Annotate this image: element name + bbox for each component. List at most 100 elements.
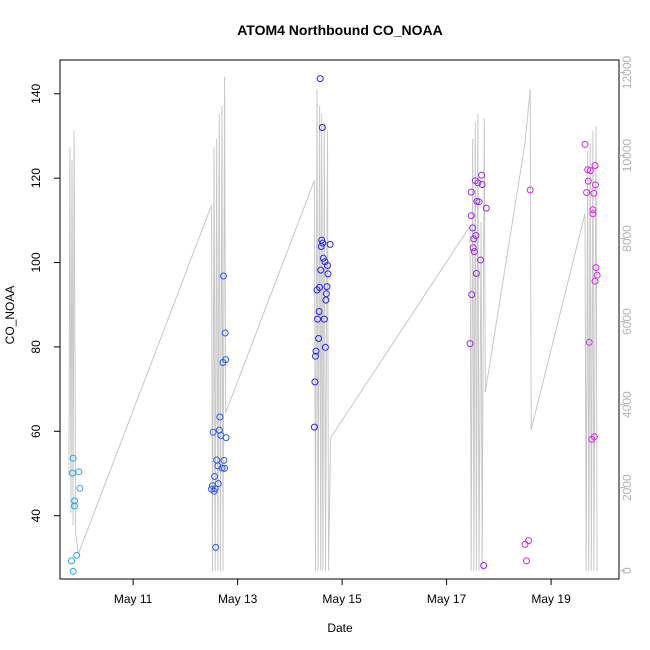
secondary-line-series — [68, 76, 598, 571]
data-point-4-17 — [592, 181, 599, 189]
data-point-2-14 — [319, 239, 327, 247]
y-axis-label: CO_NOAA — [3, 286, 17, 345]
data-point-3-1 — [467, 188, 475, 196]
data-point-3-15 — [478, 171, 486, 179]
data-point-2-24 — [326, 240, 334, 248]
y2-tick-label: 10000 — [620, 138, 634, 172]
y2-tick-label: 4000 — [620, 391, 634, 418]
data-point-0-6 — [73, 551, 81, 559]
data-point-3-10 — [472, 270, 480, 277]
data-point-0-8 — [76, 484, 84, 492]
data-point-3-0 — [466, 340, 474, 348]
data-point-4-7 — [584, 177, 592, 185]
data-point-1-16 — [220, 456, 228, 464]
data-point-2-3 — [312, 347, 320, 355]
x-axis-label: Date — [327, 621, 353, 635]
x-tick-label: May 17 — [427, 592, 467, 606]
data-point-2-18 — [321, 343, 329, 351]
data-point-4-4 — [581, 140, 589, 148]
data-point-2-13 — [318, 124, 326, 131]
x-tick-label: May 15 — [322, 592, 362, 606]
data-point-3-6 — [470, 235, 478, 243]
data-point-3-4 — [469, 224, 477, 232]
data-point-2-10 — [317, 266, 325, 274]
data-point-4-16 — [591, 277, 599, 285]
data-point-0-4 — [71, 497, 79, 505]
y2-tick-label: 2000 — [620, 474, 634, 501]
data-point-4-13 — [590, 189, 598, 197]
data-point-4-8 — [585, 338, 593, 346]
data-point-2-22 — [324, 262, 331, 269]
data-point-3-12 — [474, 179, 482, 187]
data-point-3-13 — [475, 198, 483, 206]
y-tick-label: 60 — [29, 424, 43, 438]
data-point-4-12 — [589, 210, 597, 218]
data-point-3-18 — [482, 204, 490, 212]
data-point-1-11 — [216, 413, 224, 421]
data-point-2-9 — [316, 75, 324, 83]
data-point-2-16 — [320, 315, 328, 323]
y-tick-label: 40 — [29, 509, 43, 523]
data-point-4-2 — [525, 537, 533, 545]
data-point-4-18 — [592, 264, 600, 272]
data-point-1-8 — [214, 462, 222, 470]
data-point-4-5 — [583, 189, 591, 196]
x-tick-label: May 19 — [531, 592, 571, 606]
data-point-3-3 — [468, 291, 476, 299]
y2-tick-label: 12000 — [620, 55, 634, 89]
data-point-1-19 — [222, 356, 230, 364]
y-tick-label: 140 — [29, 83, 43, 103]
data-point-1-6 — [212, 543, 220, 551]
data-point-1-9 — [214, 480, 222, 488]
data-point-2-6 — [315, 335, 323, 342]
y-tick-label: 100 — [29, 252, 43, 272]
data-point-1-13 — [218, 464, 226, 472]
data-point-3-2 — [467, 212, 475, 220]
data-point-3-5 — [469, 244, 477, 252]
data-point-4-15 — [591, 162, 599, 169]
data-point-4-1 — [523, 557, 530, 565]
data-point-0-1 — [69, 567, 77, 575]
data-point-2-8 — [316, 283, 324, 291]
data-point-2-2 — [312, 352, 319, 360]
data-point-1-18 — [221, 329, 229, 337]
data-point-0-3 — [69, 469, 76, 477]
data-point-1-17 — [221, 464, 229, 472]
plot-area: 40 60 80 100 120 140 0 2000 4000 6000 8000 10000 120… — [29, 55, 634, 606]
data-point-3-9 — [472, 232, 480, 239]
data-point-1-4 — [211, 473, 219, 480]
data-point-2-0 — [310, 423, 318, 431]
data-point-0-7 — [75, 468, 83, 476]
data-point-4-3 — [526, 186, 534, 194]
data-point-2-21 — [323, 283, 331, 291]
data-point-2-1 — [311, 378, 319, 386]
data-point-4-14 — [590, 433, 598, 441]
data-point-2-7 — [315, 308, 323, 315]
data-point-4-19 — [593, 271, 601, 279]
y2-tick-label: 6000 — [620, 308, 634, 335]
chart-title: ATOM4 Northbound CO_NOAA — [237, 22, 443, 38]
x-tick-label: May 13 — [218, 592, 258, 606]
y-tick-label: 80 — [29, 340, 43, 354]
data-point-4-0 — [521, 540, 529, 548]
data-point-2-15 — [319, 254, 327, 262]
data-point-2-5 — [314, 315, 322, 323]
y-tick-label: 120 — [29, 168, 43, 188]
data-point-3-7 — [470, 248, 478, 256]
data-point-1-2 — [209, 428, 217, 436]
data-point-0-0 — [68, 557, 75, 565]
data-point-1-15 — [220, 272, 227, 280]
y2-tick-label: 0 — [620, 567, 634, 574]
data-point-0-5 — [71, 502, 79, 510]
data-point-4-9 — [586, 167, 594, 175]
data-point-3-16 — [478, 181, 486, 188]
y2-tick-label: 8000 — [620, 225, 634, 252]
data-point-2-20 — [322, 290, 330, 298]
x-tick-label: May 11 — [114, 592, 153, 606]
data-point-1-5 — [211, 485, 219, 493]
plot-frame — [59, 59, 620, 580]
data-point-3-17 — [480, 562, 488, 569]
data-point-3-14 — [477, 256, 485, 264]
data-point-1-20 — [222, 434, 230, 442]
